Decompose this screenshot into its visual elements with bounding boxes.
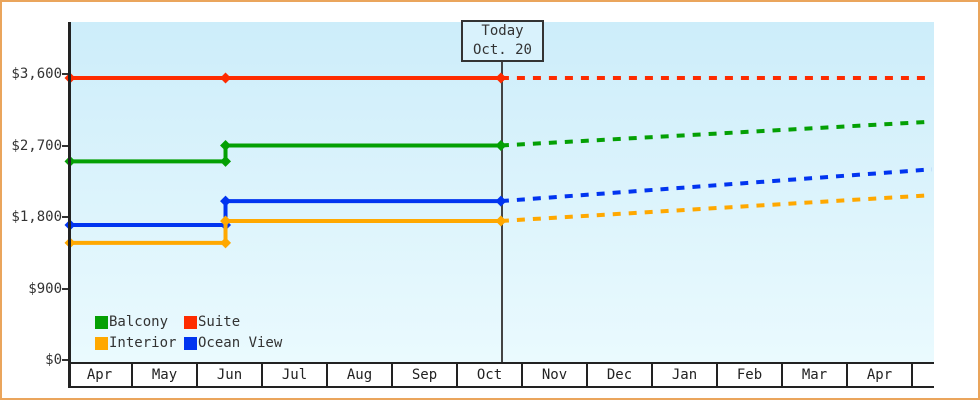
y-tick-mark: [62, 287, 68, 290]
today-box-date: Oct. 20: [472, 42, 532, 58]
data-point-marker: [220, 155, 232, 167]
month-cell-oct: Oct: [458, 364, 523, 386]
legend-label: Interior: [109, 335, 177, 351]
data-point-marker: [220, 140, 232, 151]
legend: Balcony Suite Interior Ocean View: [95, 314, 282, 351]
month-cell-nov: Nov: [523, 364, 588, 386]
today-vertical-line: [501, 60, 503, 362]
month-cell-apr: Apr: [848, 364, 913, 386]
month-cell-dec: Dec: [588, 364, 653, 386]
data-point-marker: [220, 195, 232, 207]
series-forecast-balcony: [500, 119, 932, 148]
series-history-ocean-view: [70, 199, 501, 227]
y-axis-line: [68, 22, 71, 388]
y-tick-label: $900: [28, 280, 62, 297]
legend-label: Suite: [198, 314, 241, 330]
y-tick-label: $2,700: [11, 137, 62, 154]
month-cell-may: May: [133, 364, 198, 386]
series-history-balcony: [70, 143, 501, 164]
data-point-marker: [495, 72, 507, 84]
legend-label: Ocean View: [198, 335, 283, 351]
y-tick-label: $0: [45, 352, 62, 368]
data-point-marker: [495, 140, 507, 151]
legend-swatch-icon: [184, 315, 197, 329]
data-point-marker: [220, 215, 232, 227]
data-point-marker: [495, 215, 507, 227]
legend-swatch-icon: [95, 315, 108, 329]
data-point-marker: [220, 72, 232, 84]
series-forecast-interior: [500, 193, 932, 223]
legend-swatch-icon: [95, 336, 108, 350]
series-history-interior: [70, 218, 501, 245]
y-tick-mark: [62, 73, 68, 75]
y-tick-mark: [62, 359, 68, 361]
month-cell-mar: Mar: [783, 364, 848, 386]
month-cell-jul: Jul: [263, 364, 328, 386]
data-point-marker: [495, 195, 507, 207]
legend-item-interior: Interior: [95, 335, 184, 351]
data-point-marker: [220, 237, 232, 249]
today-box: Today Oct. 20: [461, 20, 544, 62]
legend-label: Balcony: [109, 314, 169, 330]
legend-item-balcony: Balcony: [95, 314, 184, 330]
series-forecast-ocean-view: [500, 167, 932, 204]
legend-item-suite: Suite: [184, 314, 282, 330]
legend-item-ocean-view: Ocean View: [184, 335, 282, 351]
legend-swatch-icon: [184, 336, 197, 350]
month-cell-blank: [913, 364, 934, 386]
today-box-title: Today: [481, 23, 524, 39]
y-tick-label: $1,800: [11, 209, 62, 225]
y-tick-mark: [62, 216, 68, 218]
month-cell-aug: Aug: [328, 364, 393, 386]
y-tick-label: $3,600: [11, 66, 62, 82]
month-cell-jan: Jan: [653, 364, 718, 386]
month-cell-jun: Jun: [198, 364, 263, 386]
month-cell-feb: Feb: [718, 364, 783, 386]
y-tick-mark: [62, 144, 68, 147]
month-cell-apr: Apr: [68, 364, 133, 386]
month-cell-sep: Sep: [393, 364, 458, 386]
month-axis: Apr May Jun Jul Aug Sep Oct Nov Dec Jan Feb Mar Apr: [68, 362, 934, 388]
